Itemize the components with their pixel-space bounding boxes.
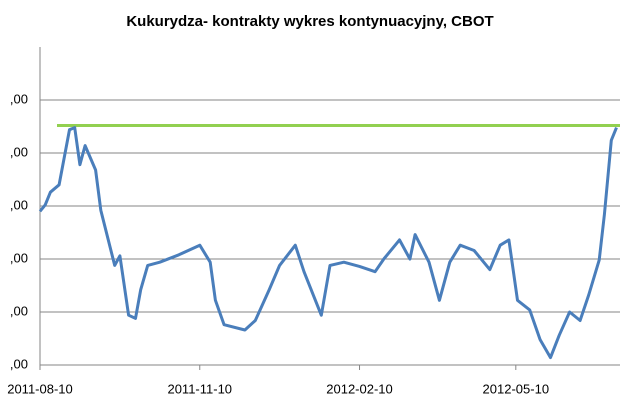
y-tick-label: ,00 [10,250,28,265]
x-tick-label: 2011-08-10 [7,381,73,396]
x-tick-label: 2011-11-10 [167,381,232,396]
y-tick-label: ,00 [10,197,28,212]
chart-title: Kukurydza- kontrakty wykres kontynuacyjn… [126,13,493,30]
x-tick-label: 2012-02-10 [326,381,393,396]
y-tick-label: ,00 [10,91,28,106]
y-tick-label: ,00 [10,356,28,371]
y-tick-label: ,00 [10,144,28,159]
x-tick-label: 2012-05-10 [483,381,550,396]
line-series [38,126,618,360]
y-tick-label: ,00 [10,303,28,318]
